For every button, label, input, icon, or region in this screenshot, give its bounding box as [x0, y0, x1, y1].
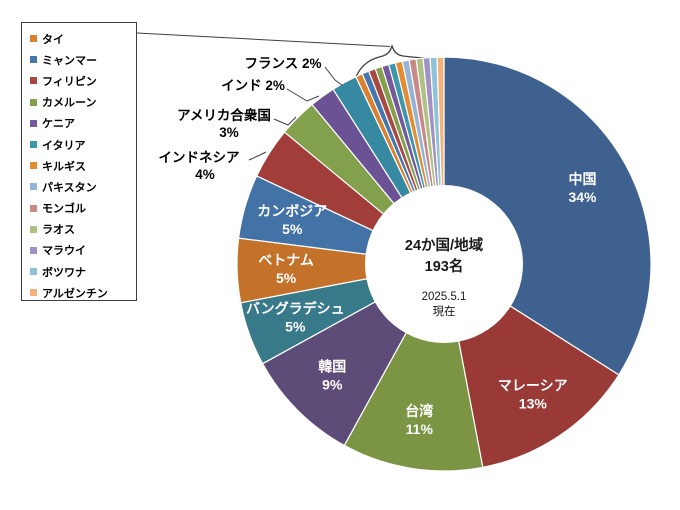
- legend-item: カメルーン: [30, 92, 136, 113]
- legend-item-label: ケニア: [42, 118, 75, 131]
- callout-leader: [273, 116, 297, 126]
- legend-item: キルギス: [30, 155, 136, 176]
- legend-swatch: [30, 289, 37, 297]
- slice-label-callout: インド 2%: [221, 78, 285, 93]
- legend-item: ケニア: [30, 113, 136, 134]
- legend-swatch: [30, 162, 37, 170]
- slice-label-inside: カンボジア 5%: [257, 203, 327, 237]
- center-label-date: 2025.5.1: [422, 291, 467, 303]
- slice-label-inside: マレーシア 13%: [498, 378, 568, 412]
- callout-slice-labels: インドネシア 4% アメリカ合衆国 3% インド 2% フランス 2%: [159, 56, 322, 182]
- inside-slice-labels: 中国 34% マレーシア 13% 台湾 11% 韓国 9% バングラデシュ 5% ベトナム 5% カンボ…: [246, 171, 597, 437]
- legend-item: アルゼンチン: [30, 282, 136, 303]
- slice-label-inside: ベトナム 5%: [258, 252, 314, 286]
- legend-swatch: [30, 77, 37, 85]
- legend-item-label: ボツワナ: [42, 266, 86, 279]
- legend-item: イタリア: [30, 134, 136, 155]
- legend-swatch: [30, 98, 37, 106]
- center-label-countries: 24か国/地域: [405, 236, 484, 254]
- legend-item-label: キルギス: [42, 160, 86, 173]
- legend-item-label: ミャンマー: [42, 54, 97, 67]
- legend-item-label: フィリピン: [42, 75, 97, 88]
- legend-swatch: [30, 119, 37, 127]
- legend-item-label: イタリア: [42, 139, 86, 152]
- legend-swatch: [30, 246, 37, 254]
- legend-item-label: パキスタン: [42, 181, 97, 194]
- legend-swatch: [30, 141, 37, 149]
- legend-item: ボツワナ: [30, 261, 136, 282]
- slice-label-inside: 韓国 9%: [318, 359, 346, 393]
- legend-item-label: マラウイ: [42, 245, 86, 258]
- legend-item: パキスタン: [30, 176, 136, 197]
- callout-leader: [286, 88, 320, 102]
- legend-connector-line: [136, 32, 391, 47]
- callout-leader: [248, 151, 267, 161]
- legend-swatch: [30, 268, 37, 276]
- slice-label-callout: インドネシア 4%: [159, 150, 240, 182]
- slice-label-inside: 中国 34%: [568, 171, 597, 205]
- legend-item: タイ: [30, 28, 136, 49]
- callout-leader-lines: [248, 66, 343, 161]
- legend-swatch: [30, 183, 37, 191]
- slice-label-inside: 台湾 11%: [405, 403, 433, 437]
- legend-item: ラオス: [30, 219, 136, 240]
- legend-item-label: アルゼンチン: [42, 287, 108, 300]
- legend: タイミャンマーフィリピンカメルーンケニアイタリアキルギスパキスタンモンゴルラオス…: [21, 22, 137, 301]
- legend-item-label: カメルーン: [42, 97, 97, 110]
- legend-item-label: ラオス: [42, 224, 75, 237]
- legend-swatch: [30, 56, 37, 64]
- legend-swatch: [30, 225, 37, 233]
- legend-swatch: [30, 35, 37, 43]
- donut-hole: [365, 185, 523, 343]
- slice-label-callout: アメリカ合衆国 3%: [177, 107, 271, 140]
- slice-label-inside: バングラデシュ 5%: [246, 301, 345, 335]
- legend-item: マラウイ: [30, 240, 136, 261]
- center-label-people: 193名: [425, 257, 464, 275]
- legend-item: フィリピン: [30, 70, 136, 91]
- center-label-asof: 現在: [433, 305, 456, 318]
- callout-leader: [324, 66, 343, 86]
- legend-swatch: [30, 204, 37, 212]
- legend-item: ミャンマー: [30, 49, 136, 70]
- slice-label-callout: フランス 2%: [245, 56, 322, 71]
- legend-item-label: モンゴル: [42, 203, 86, 216]
- legend-item: モンゴル: [30, 198, 136, 219]
- legend-item-label: タイ: [42, 33, 64, 46]
- brace-connector: [351, 43, 447, 89]
